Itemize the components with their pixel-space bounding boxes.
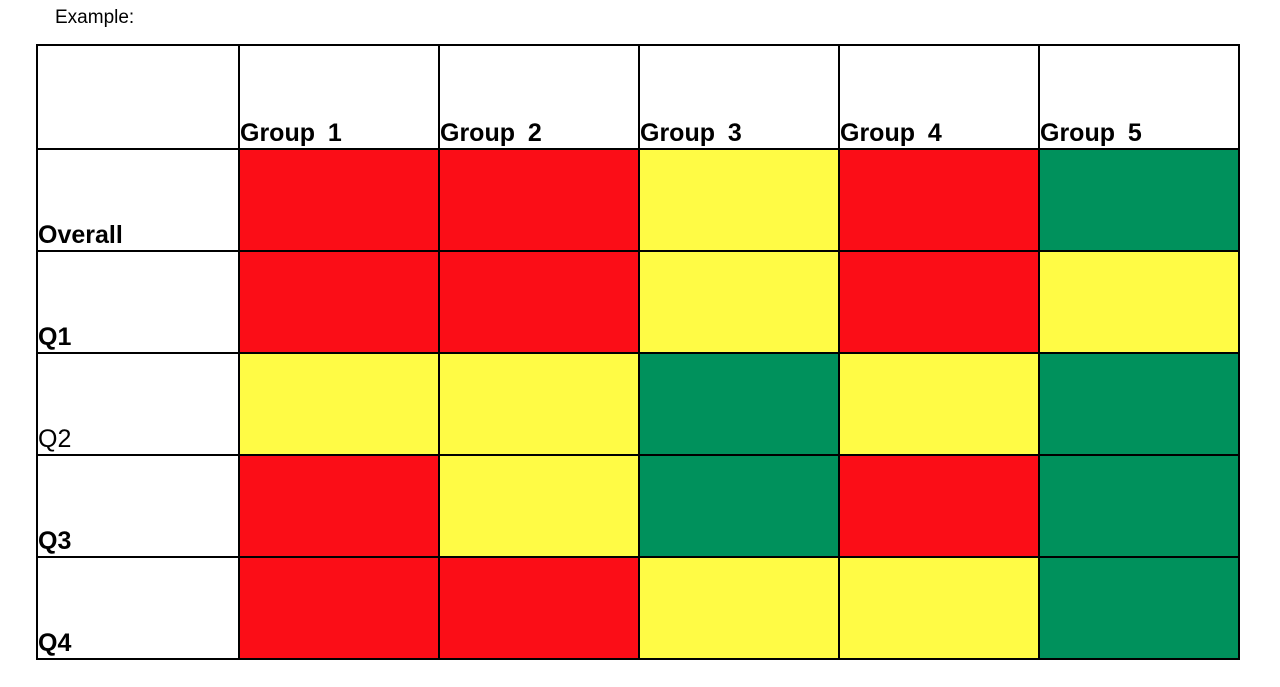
status-cell-q1-group-4 bbox=[838, 250, 1040, 354]
row-label-overall: Overall bbox=[36, 148, 240, 252]
column-header-1: Group 1 bbox=[238, 44, 440, 150]
column-header-2: Group 2 bbox=[438, 44, 640, 150]
table-row-overall: Overall bbox=[36, 148, 1240, 252]
status-cell-overall-group-1 bbox=[238, 148, 440, 252]
row-label-q2: Q2 bbox=[36, 352, 240, 456]
table-row-q4: Q4 bbox=[36, 556, 1240, 660]
row-label-q1: Q1 bbox=[36, 250, 240, 354]
status-cell-q1-group-5 bbox=[1038, 250, 1240, 354]
status-cell-q3-group-4 bbox=[838, 454, 1040, 558]
status-cell-q2-group-1 bbox=[238, 352, 440, 456]
table-row-q2: Q2 bbox=[36, 352, 1240, 456]
header-row: Group 1 Group 2 Group 3 Group 4 Group 5 bbox=[36, 44, 1240, 150]
status-cell-overall-group-3 bbox=[638, 148, 840, 252]
status-cell-q3-group-5 bbox=[1038, 454, 1240, 558]
status-cell-q1-group-1 bbox=[238, 250, 440, 354]
status-cell-q4-group-4 bbox=[838, 556, 1040, 660]
table-row-q3: Q3 bbox=[36, 454, 1240, 558]
status-cell-q4-group-2 bbox=[438, 556, 640, 660]
status-cell-overall-group-4 bbox=[838, 148, 1040, 252]
status-cell-q2-group-3 bbox=[638, 352, 840, 456]
status-cell-q4-group-5 bbox=[1038, 556, 1240, 660]
heatmap-table: Group 1 Group 2 Group 3 Group 4 Group 5 Over… bbox=[36, 44, 1240, 660]
status-cell-q4-group-1 bbox=[238, 556, 440, 660]
table-row-q1: Q1 bbox=[36, 250, 1240, 354]
status-cell-q2-group-2 bbox=[438, 352, 640, 456]
status-cell-overall-group-2 bbox=[438, 148, 640, 252]
status-cell-overall-group-5 bbox=[1038, 148, 1240, 252]
status-cell-q3-group-3 bbox=[638, 454, 840, 558]
status-cell-q4-group-3 bbox=[638, 556, 840, 660]
status-cell-q3-group-1 bbox=[238, 454, 440, 558]
status-cell-q3-group-2 bbox=[438, 454, 640, 558]
status-cell-q1-group-2 bbox=[438, 250, 640, 354]
status-cell-q2-group-5 bbox=[1038, 352, 1240, 456]
corner-cell bbox=[36, 44, 240, 150]
example-label: Example: bbox=[55, 7, 135, 28]
row-label-q3: Q3 bbox=[36, 454, 240, 558]
status-cell-q2-group-4 bbox=[838, 352, 1040, 456]
column-header-4: Group 4 bbox=[838, 44, 1040, 150]
column-header-5: Group 5 bbox=[1038, 44, 1240, 150]
status-cell-q1-group-3 bbox=[638, 250, 840, 354]
column-header-3: Group 3 bbox=[638, 44, 840, 150]
row-label-q4: Q4 bbox=[36, 556, 240, 660]
heatmap-body: Overall Q1 Q2 Q3 Q4 bbox=[36, 148, 1240, 660]
